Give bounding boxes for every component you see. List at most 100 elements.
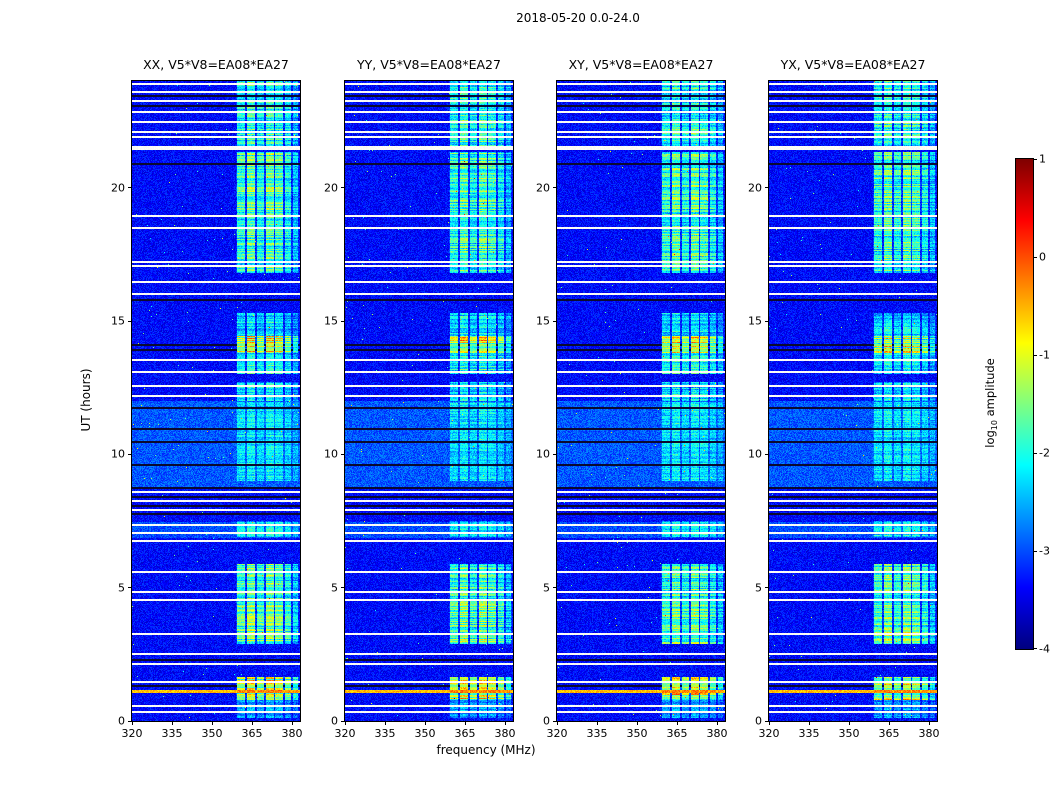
y-tick-label: 5	[543, 581, 550, 595]
y-tick-label: 20	[536, 181, 550, 195]
x-tick	[345, 721, 346, 725]
x-tick	[292, 721, 293, 725]
x-tick	[505, 721, 506, 725]
y-tick	[553, 587, 557, 589]
y-tick	[765, 720, 769, 722]
x-tick-label: 380	[494, 727, 516, 740]
y-tick	[765, 587, 769, 589]
y-axis-label: UT (hours)	[79, 368, 93, 432]
y-tick-label: 20	[748, 181, 762, 195]
y-tick-label: 10	[536, 447, 550, 461]
y-tick-label: 0	[543, 714, 550, 728]
x-tick-label: 365	[454, 727, 476, 740]
colorbar-tick-label: -4	[1039, 642, 1050, 656]
colorbar-tick	[1033, 550, 1037, 552]
x-tick	[557, 721, 558, 725]
colorbar-tick	[1033, 256, 1037, 258]
colorbar: 1 0 -1 -2 -3 -4	[1015, 153, 1050, 656]
panel-yx: YX, V5*V8=EA08*EA27 320 335 350 365 380 0 5 10 1…	[748, 57, 940, 740]
x-tick-label: 335	[798, 727, 820, 740]
y-tick	[128, 187, 132, 189]
x-tick-label: 365	[666, 727, 688, 740]
x-tick	[597, 721, 598, 725]
x-tick	[677, 721, 678, 725]
y-tick	[128, 720, 132, 722]
y-tick	[553, 453, 557, 455]
y-tick	[765, 187, 769, 189]
x-tick-label: 350	[838, 727, 860, 740]
x-tick-label: 335	[586, 727, 608, 740]
x-axis-label: frequency (MHz)	[436, 743, 536, 757]
y-tick-label: 5	[331, 581, 338, 595]
y-tick-label: 10	[111, 447, 125, 461]
colorbar-tick	[1033, 354, 1037, 356]
y-tick	[341, 587, 345, 589]
x-tick	[252, 721, 253, 725]
y-tick-label: 0	[118, 714, 125, 728]
y-tick-label: 15	[324, 314, 338, 328]
colorbar-tick	[1033, 159, 1037, 160]
x-tick-label: 380	[706, 727, 728, 740]
y-tick-label: 10	[324, 447, 338, 461]
x-tick	[132, 721, 133, 725]
colorbar-tick-label: 0	[1039, 250, 1046, 264]
colorbar-tick-label: -2	[1039, 446, 1050, 460]
x-tick	[465, 721, 466, 725]
y-tick	[341, 453, 345, 455]
panel-title-yy: YY, V5*V8=EA08*EA27	[357, 57, 501, 72]
x-tick-label: 350	[626, 727, 648, 740]
spectrogram-yx	[769, 81, 937, 721]
x-tick-label: 320	[121, 727, 143, 740]
panel-title-xy: XY, V5*V8=EA08*EA27	[568, 57, 714, 72]
colorbar-tick-label: -3	[1039, 544, 1050, 558]
y-tick-label: 15	[536, 314, 550, 328]
y-tick-label: 15	[748, 314, 762, 328]
x-tick	[849, 721, 850, 725]
panel-xy: XY, V5*V8=EA08*EA27 320 335 350 365 380 0 5 10 1…	[536, 57, 728, 740]
x-tick	[929, 721, 930, 725]
y-tick-label: 15	[111, 314, 125, 328]
x-tick	[172, 721, 173, 725]
y-tick	[765, 320, 769, 322]
x-tick-label: 365	[878, 727, 900, 740]
colorbar-tick	[1033, 648, 1037, 649]
x-tick	[889, 721, 890, 725]
x-tick-label: 350	[201, 727, 223, 740]
colorbar-label-suffix: amplitude	[982, 358, 997, 421]
y-tick	[341, 720, 345, 722]
y-tick-label: 0	[331, 714, 338, 728]
y-tick-label: 10	[748, 447, 762, 461]
y-tick	[553, 187, 557, 189]
panel-xx: XX, V5*V8=EA08*EA27 320 335 350 365 380 0 5 10 1…	[111, 57, 303, 740]
x-tick-label: 320	[758, 727, 780, 740]
x-tick-label: 380	[281, 727, 303, 740]
y-tick	[765, 453, 769, 455]
y-tick	[128, 587, 132, 589]
spectrogram-xx	[132, 81, 300, 721]
x-tick	[385, 721, 386, 725]
colorbar-tick	[1033, 452, 1037, 454]
y-tick-label: 5	[755, 581, 762, 595]
y-tick	[553, 320, 557, 322]
y-tick-label: 0	[755, 714, 762, 728]
y-tick-label: 20	[111, 181, 125, 195]
x-tick	[717, 721, 718, 725]
spectrogram-xy	[557, 81, 725, 721]
x-tick	[212, 721, 213, 725]
x-tick	[425, 721, 426, 725]
x-tick-label: 320	[334, 727, 356, 740]
x-tick-label: 335	[161, 727, 183, 740]
panel-yy: YY, V5*V8=EA08*EA27 320 335 350 365 380 0 5 10 1…	[324, 57, 516, 740]
panel-title-xx: XX, V5*V8=EA08*EA27	[143, 57, 289, 72]
colorbar-label-prefix: log	[982, 430, 997, 448]
x-tick-label: 320	[546, 727, 568, 740]
colorbar-tick-label: 1	[1039, 152, 1046, 166]
colorbar-tick-label: -1	[1039, 348, 1050, 362]
x-tick-label: 380	[918, 727, 940, 740]
y-tick	[553, 720, 557, 722]
panel-title-yx: YX, V5*V8=EA08*EA27	[780, 57, 926, 72]
spectrogram-yy	[345, 81, 513, 721]
y-tick-label: 20	[324, 181, 338, 195]
y-tick	[128, 453, 132, 455]
